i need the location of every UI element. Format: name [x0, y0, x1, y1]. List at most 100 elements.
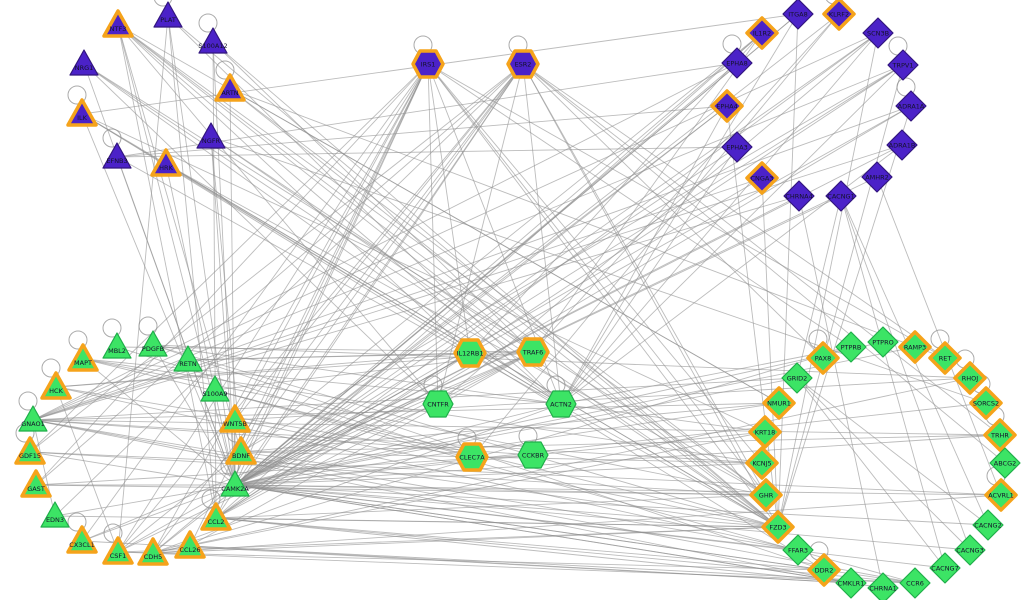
edge-NGFR-FZD3 — [210, 136, 779, 528]
node-FZD3[interactable]: FZD3 — [761, 510, 795, 544]
node-GAST[interactable]: GAST — [20, 469, 52, 498]
node-FFAR3[interactable]: FFAR3 — [782, 534, 814, 566]
node-SCN3B[interactable]: SCN3B — [862, 17, 894, 49]
node-RETN[interactable]: RETN — [173, 345, 203, 372]
node-EPHA3[interactable]: EPHA3 — [721, 131, 753, 163]
node-ACTN2[interactable]: ACTN2 — [545, 390, 577, 418]
node-IRS1[interactable]: IRS1 — [411, 49, 445, 79]
node-BDNF[interactable]: BDNF — [225, 436, 257, 465]
node-CACNG1[interactable]: CACNG1 — [825, 180, 857, 212]
diamond-shape — [710, 89, 744, 123]
node-CCR6[interactable]: CCR6 — [899, 567, 931, 599]
node-CMKLR1[interactable]: CMKLR1 — [835, 567, 867, 599]
node-GDF15[interactable]: GDF15 — [14, 436, 46, 465]
edge-CCL2-TRAF6 — [215, 351, 534, 519]
diamond-shape — [862, 17, 894, 49]
edge-CHRNA4-CHRNA1 — [798, 195, 884, 589]
edge-ESR2-CAMK2A — [234, 63, 524, 486]
node-PLAT[interactable]: PLAT — [153, 1, 183, 28]
node-CCKBR[interactable]: CCKBR — [517, 441, 549, 469]
node-ESR2[interactable]: ESR2 — [506, 49, 540, 79]
edge-GNAO1-KCNJ5 — [32, 419, 763, 464]
node-RHOJ[interactable]: RHOJ — [953, 361, 987, 395]
node-RAMP3[interactable]: RAMP3 — [898, 330, 932, 364]
diamond-shape — [954, 534, 986, 566]
node-AMHR2[interactable]: AMHR2 — [861, 161, 893, 193]
node-CHRNA4[interactable]: CHRNA4 — [783, 180, 815, 212]
node-MBL2[interactable]: MBL2 — [102, 332, 132, 359]
node-IL12RB1[interactable]: IL12RB1 — [453, 338, 487, 368]
node-IL1R2[interactable]: IL1R2 — [745, 16, 779, 50]
node-EDN3[interactable]: EDN3 — [40, 501, 70, 528]
node-PDGFB[interactable]: PDGFB — [138, 330, 168, 357]
node-EPHA4[interactable]: EPHA4 — [710, 89, 744, 123]
triangle-shape — [40, 501, 70, 528]
node-ILK[interactable]: ILK — [66, 98, 98, 127]
node-CCL26[interactable]: CCL26 — [174, 530, 206, 559]
node-ITGA8[interactable]: ITGA8 — [782, 0, 814, 30]
node-EPHA8[interactable]: EPHA8 — [721, 47, 753, 79]
node-ADRA1B[interactable]: ADRA1B — [886, 129, 918, 161]
node-KRT18[interactable]: KRT18 — [748, 415, 782, 449]
node-CLEC7A[interactable]: CLEC7A — [455, 442, 489, 472]
node-CHRNA1[interactable]: CHRNA1 — [867, 572, 899, 600]
node-CACNG2[interactable]: CACNG2 — [972, 509, 1004, 541]
node-NTF3[interactable]: NTF3 — [102, 9, 134, 38]
node-CAMK2A[interactable]: CAMK2A — [220, 470, 250, 497]
node-CDH5[interactable]: CDH5 — [137, 537, 169, 566]
node-CX3CL1[interactable]: CX3CL1 — [66, 525, 98, 554]
node-WNT5B[interactable]: WNT5B — [219, 404, 251, 433]
node-CACNG3[interactable]: CACNG3 — [954, 534, 986, 566]
node-SORCS2[interactable]: SORCS2 — [969, 386, 1003, 420]
node-EFNB3[interactable]: EFNB3 — [102, 142, 132, 169]
node-CACNG7[interactable]: CACNG7 — [929, 552, 961, 584]
edge-ESR2-PAX8 — [522, 63, 824, 359]
node-NMUR1[interactable]: NMUR1 — [762, 386, 796, 420]
node-ADRA1A[interactable]: ADRA1A — [895, 90, 927, 122]
edge-CNGA3-FZD3 — [761, 177, 779, 528]
node-S100A12[interactable]: S100A12 — [198, 27, 228, 54]
edge-HCK-TRAF6 — [55, 351, 534, 388]
node-CSF1[interactable]: CSF1 — [102, 536, 134, 565]
node-S100A9[interactable]: S100A9 — [200, 375, 230, 402]
triangle-shape — [102, 142, 132, 169]
node-KLRF2[interactable]: KLRF2 — [822, 0, 856, 31]
edge-HCK-FFAR3 — [55, 386, 799, 551]
edge-EPHA3-CAMK2A — [234, 146, 738, 486]
triangle-shape — [138, 330, 168, 357]
edge-KLRF2-TRAF6 — [532, 13, 840, 353]
node-PAX8[interactable]: PAX8 — [806, 341, 840, 375]
triangle-shape — [198, 27, 228, 54]
node-PTPRB[interactable]: PTPRB — [835, 331, 867, 363]
node-TRPV1[interactable]: TRPV1 — [887, 49, 919, 81]
edge-CSF1-FZD3 — [117, 526, 779, 553]
node-CCL2[interactable]: CCL2 — [200, 502, 232, 531]
node-HCK[interactable]: HCK — [40, 371, 72, 400]
node-MAPT[interactable]: MAPT — [67, 343, 99, 372]
edge-PDGFB-CAMK2A — [152, 344, 236, 486]
node-ACVRL1[interactable]: ACVRL1 — [984, 478, 1018, 512]
triangle-shape — [214, 73, 246, 102]
edge-GNAO1-TRHR — [32, 419, 1001, 436]
node-HRK[interactable]: HRK — [150, 148, 182, 177]
self-loop-CX3CL1 — [67, 512, 87, 532]
node-DDR2[interactable]: DDR2 — [807, 553, 841, 587]
node-GNAO1[interactable]: GNAO1 — [18, 405, 48, 432]
node-TRHR[interactable]: TRHR — [983, 418, 1017, 452]
node-CNTFR[interactable]: CNTFR — [422, 390, 454, 418]
node-ABCG2[interactable]: ABCG2 — [989, 447, 1021, 479]
edge-MAPT-ACTN2 — [82, 358, 562, 405]
edge-IRS1-CDH5 — [152, 63, 429, 554]
node-TRAF6[interactable]: TRAF6 — [516, 337, 550, 367]
node-ARTN[interactable]: ARTN — [214, 73, 246, 102]
edge-IRS1-FZD3 — [427, 63, 779, 528]
node-PTPRO[interactable]: PTPRO — [867, 326, 899, 358]
node-KCNJ5[interactable]: KCNJ5 — [745, 446, 779, 480]
node-NGFR[interactable]: NGFR — [196, 122, 226, 149]
diamond-shape — [783, 180, 815, 212]
node-CNGA3[interactable]: CNGA3 — [745, 161, 779, 195]
node-GHR[interactable]: GHR — [749, 478, 783, 512]
node-NRG1[interactable]: NRG1 — [69, 49, 99, 76]
node-RET[interactable]: RET — [928, 341, 962, 375]
node-GRID2[interactable]: GRID2 — [781, 362, 813, 394]
